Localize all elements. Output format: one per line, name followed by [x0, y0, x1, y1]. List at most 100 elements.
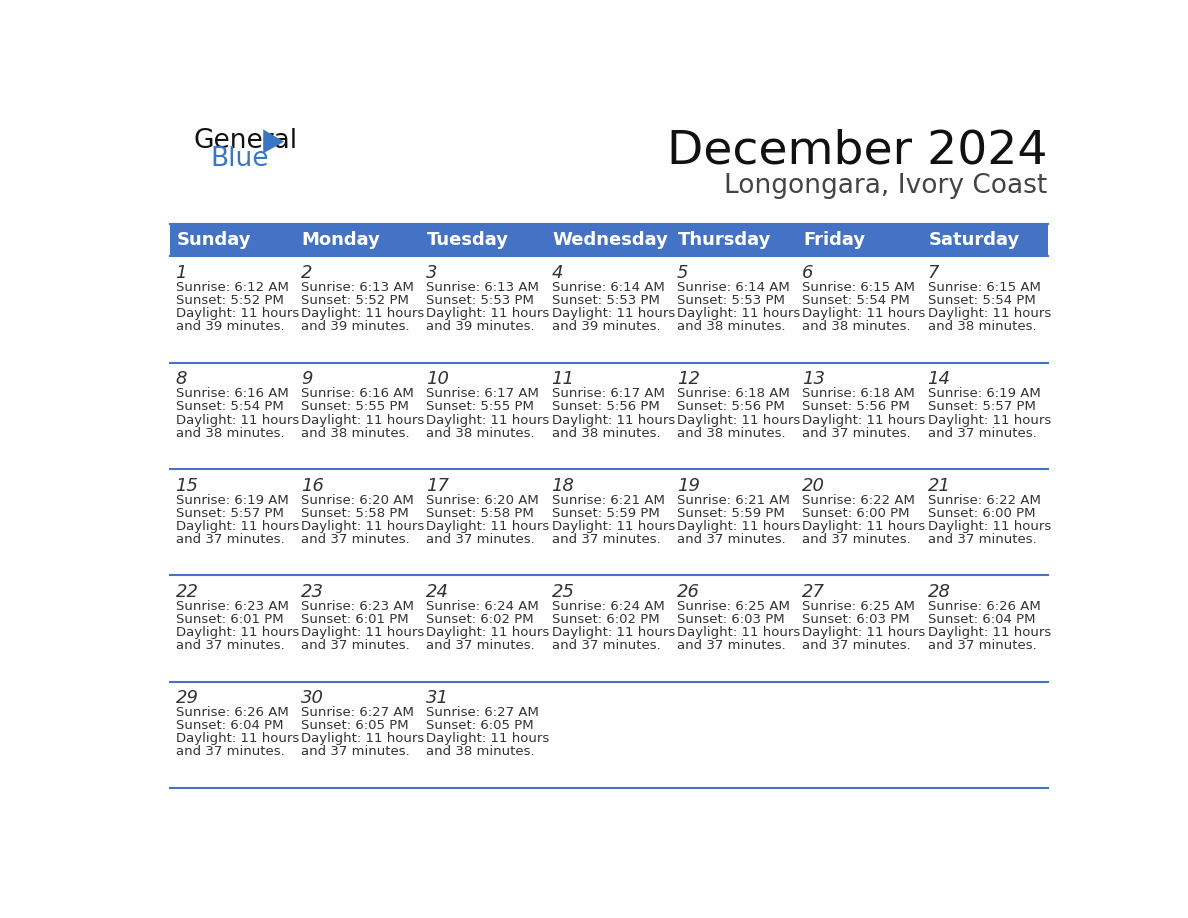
Text: and 37 minutes.: and 37 minutes. — [551, 532, 661, 546]
Text: and 37 minutes.: and 37 minutes. — [301, 639, 410, 652]
Text: 20: 20 — [802, 476, 826, 495]
Text: Sunset: 6:04 PM: Sunset: 6:04 PM — [176, 719, 283, 733]
Text: Sunrise: 6:25 AM: Sunrise: 6:25 AM — [677, 599, 790, 613]
Text: Sunrise: 6:27 AM: Sunrise: 6:27 AM — [426, 706, 539, 719]
Bar — [671, 576, 797, 681]
Text: Sunrise: 6:21 AM: Sunrise: 6:21 AM — [551, 494, 664, 507]
Text: Sunset: 6:04 PM: Sunset: 6:04 PM — [928, 613, 1035, 626]
Bar — [797, 363, 922, 469]
Text: Daylight: 11 hours: Daylight: 11 hours — [802, 308, 925, 320]
Text: Daylight: 11 hours: Daylight: 11 hours — [301, 413, 424, 427]
Text: Sunset: 5:57 PM: Sunset: 5:57 PM — [928, 400, 1036, 413]
Text: Sunrise: 6:16 AM: Sunrise: 6:16 AM — [176, 387, 289, 400]
Text: Sunset: 6:01 PM: Sunset: 6:01 PM — [176, 613, 283, 626]
Bar — [296, 681, 421, 788]
Bar — [671, 363, 797, 469]
Text: Daylight: 11 hours: Daylight: 11 hours — [426, 626, 550, 639]
Bar — [546, 256, 671, 363]
Text: Sunrise: 6:26 AM: Sunrise: 6:26 AM — [928, 599, 1041, 613]
Text: and 39 minutes.: and 39 minutes. — [551, 320, 661, 333]
Text: Sunrise: 6:14 AM: Sunrise: 6:14 AM — [677, 281, 790, 294]
Text: Sunrise: 6:21 AM: Sunrise: 6:21 AM — [677, 494, 790, 507]
Text: Wednesday: Wednesday — [552, 231, 669, 250]
Text: General: General — [194, 128, 297, 154]
Text: 11: 11 — [551, 371, 575, 388]
Text: 1: 1 — [176, 264, 188, 282]
Text: Daylight: 11 hours: Daylight: 11 hours — [176, 308, 299, 320]
Text: Sunset: 5:55 PM: Sunset: 5:55 PM — [426, 400, 535, 413]
Text: and 39 minutes.: and 39 minutes. — [176, 320, 284, 333]
Text: Blue: Blue — [210, 146, 268, 172]
Text: Daylight: 11 hours: Daylight: 11 hours — [426, 308, 550, 320]
Text: 13: 13 — [802, 371, 826, 388]
Bar — [671, 681, 797, 788]
Text: 31: 31 — [426, 689, 449, 707]
Bar — [922, 256, 1048, 363]
Text: Sunrise: 6:18 AM: Sunrise: 6:18 AM — [802, 387, 915, 400]
Text: 24: 24 — [426, 583, 449, 601]
Text: and 37 minutes.: and 37 minutes. — [551, 639, 661, 652]
Text: Sunset: 6:05 PM: Sunset: 6:05 PM — [301, 719, 409, 733]
Text: and 38 minutes.: and 38 minutes. — [802, 320, 911, 333]
Text: Sunrise: 6:14 AM: Sunrise: 6:14 AM — [551, 281, 664, 294]
Bar — [170, 576, 296, 681]
Text: Daylight: 11 hours: Daylight: 11 hours — [677, 520, 801, 532]
Bar — [546, 681, 671, 788]
Text: December 2024: December 2024 — [666, 129, 1048, 174]
Text: 8: 8 — [176, 371, 188, 388]
Text: Sunrise: 6:24 AM: Sunrise: 6:24 AM — [551, 599, 664, 613]
Text: and 37 minutes.: and 37 minutes. — [928, 639, 1036, 652]
Bar — [797, 576, 922, 681]
Text: and 37 minutes.: and 37 minutes. — [802, 427, 911, 440]
Text: Daylight: 11 hours: Daylight: 11 hours — [301, 733, 424, 745]
Bar — [421, 576, 546, 681]
Text: and 37 minutes.: and 37 minutes. — [928, 532, 1036, 546]
Text: Daylight: 11 hours: Daylight: 11 hours — [426, 733, 550, 745]
Bar — [922, 681, 1048, 788]
Text: Sunrise: 6:23 AM: Sunrise: 6:23 AM — [301, 599, 413, 613]
Text: Sunset: 5:57 PM: Sunset: 5:57 PM — [176, 507, 284, 520]
Bar — [546, 576, 671, 681]
Text: Tuesday: Tuesday — [426, 231, 508, 250]
Text: 2: 2 — [301, 264, 312, 282]
Text: Daylight: 11 hours: Daylight: 11 hours — [928, 520, 1051, 532]
Text: Sunset: 5:56 PM: Sunset: 5:56 PM — [802, 400, 910, 413]
Text: Sunrise: 6:22 AM: Sunrise: 6:22 AM — [928, 494, 1041, 507]
Text: Longongara, Ivory Coast: Longongara, Ivory Coast — [725, 173, 1048, 198]
Text: Sunset: 5:59 PM: Sunset: 5:59 PM — [551, 507, 659, 520]
Text: Sunset: 6:03 PM: Sunset: 6:03 PM — [677, 613, 784, 626]
Text: Sunrise: 6:22 AM: Sunrise: 6:22 AM — [802, 494, 915, 507]
Text: 30: 30 — [301, 689, 324, 707]
Text: Daylight: 11 hours: Daylight: 11 hours — [176, 733, 299, 745]
Text: Daylight: 11 hours: Daylight: 11 hours — [928, 413, 1051, 427]
Text: Sunrise: 6:15 AM: Sunrise: 6:15 AM — [802, 281, 915, 294]
Text: 25: 25 — [551, 583, 575, 601]
Text: Sunset: 5:52 PM: Sunset: 5:52 PM — [301, 294, 409, 308]
Bar — [546, 469, 671, 576]
Text: Sunset: 5:56 PM: Sunset: 5:56 PM — [551, 400, 659, 413]
Text: Sunrise: 6:16 AM: Sunrise: 6:16 AM — [301, 387, 413, 400]
Bar — [421, 469, 546, 576]
Text: Sunset: 6:01 PM: Sunset: 6:01 PM — [301, 613, 409, 626]
Text: and 37 minutes.: and 37 minutes. — [677, 532, 785, 546]
Text: 17: 17 — [426, 476, 449, 495]
Text: 19: 19 — [677, 476, 700, 495]
Text: and 39 minutes.: and 39 minutes. — [301, 320, 410, 333]
Text: Sunset: 5:54 PM: Sunset: 5:54 PM — [802, 294, 910, 308]
Text: and 37 minutes.: and 37 minutes. — [426, 639, 535, 652]
Text: Sunset: 5:59 PM: Sunset: 5:59 PM — [677, 507, 785, 520]
Text: Sunset: 5:58 PM: Sunset: 5:58 PM — [426, 507, 535, 520]
Text: 14: 14 — [928, 371, 950, 388]
Bar — [922, 576, 1048, 681]
Bar — [170, 256, 296, 363]
Text: Saturday: Saturday — [928, 231, 1019, 250]
Bar — [170, 363, 296, 469]
Text: Sunset: 6:02 PM: Sunset: 6:02 PM — [426, 613, 533, 626]
Text: Daylight: 11 hours: Daylight: 11 hours — [301, 626, 424, 639]
Text: Sunset: 6:00 PM: Sunset: 6:00 PM — [802, 507, 910, 520]
Text: Thursday: Thursday — [677, 231, 771, 250]
Text: 18: 18 — [551, 476, 575, 495]
Text: and 37 minutes.: and 37 minutes. — [176, 745, 284, 758]
Text: and 38 minutes.: and 38 minutes. — [176, 427, 284, 440]
Text: 6: 6 — [802, 264, 814, 282]
